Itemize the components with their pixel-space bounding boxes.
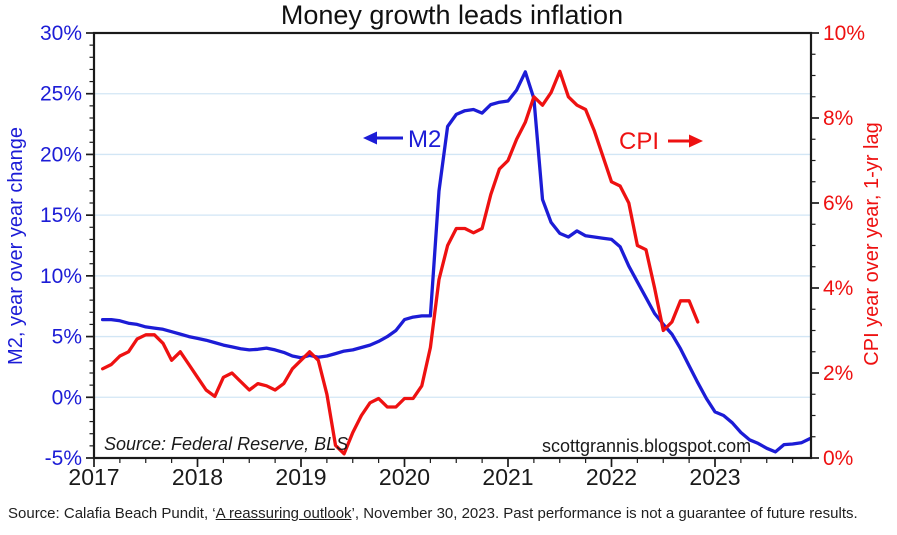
right-axis-title: CPI year over year, 1-yr lag [861,122,883,365]
cpi-line [100,69,700,456]
axis-tick-labels: 30% 25% 20% 15% 10% 5% 0% -5% 10% 8% 6% 4% 2% 0% 2017 2… [40,22,865,490]
left-tick-label-25%: 25% [40,83,82,106]
series-lines [100,69,812,456]
left-axis-title: M2, year over year change [5,127,27,365]
x-tick-label-2022: 2022 [586,464,637,490]
gridlines [94,93,811,398]
left-tick-label-30%: 30% [40,22,82,45]
right-tick-label-10%: 10% [823,22,865,45]
x-tick-label-2020: 2020 [379,464,430,490]
caption-prefix: Source: Calafia Beach Pundit, ‘ [8,505,216,522]
x-tick-label-2018: 2018 [172,464,223,490]
inplot-source-note: Source: Federal Reserve, BLS [104,434,348,454]
cpi-series-label: CPI [619,128,659,155]
axis-ticks [86,32,819,467]
left-tick-label-20%: 20% [40,143,82,166]
x-tick-label-2017: 2017 [68,464,119,490]
left-tick-label-5%: 5% [52,326,82,349]
left-tick-label-15%: 15% [40,204,82,227]
left-tick-label-10%: 10% [40,265,82,288]
caption-suffix: ’, November 30, 2023. Past performance i… [351,505,858,522]
m2-annotation: M2 [363,126,441,153]
cpi-arrow-right-icon [689,134,703,148]
chart-title: Money growth leads inflation [281,0,623,30]
cpi-annotation: CPI [619,128,703,155]
m2-line [100,70,812,454]
caption-link[interactable]: A reassuring outlook [215,505,352,522]
caption: Source: Calafia Beach Pundit, ‘A reassur… [8,505,888,522]
x-tick-label-2023: 2023 [689,464,740,490]
m2-arrow-left-icon [363,131,377,145]
right-tick-label-4%: 4% [823,277,853,300]
left-tick-label-0%: 0% [52,386,82,409]
x-tick-label-2021: 2021 [482,464,533,490]
money-growth-chart: 30% 25% 20% 15% 10% 5% 0% -5% 10% 8% 6% 4% 2% 0% 2017 2… [5,0,883,490]
right-tick-label-2%: 2% [823,362,853,385]
right-tick-label-6%: 6% [823,192,853,215]
left-tick-label--5%: -5% [45,447,82,470]
watermark-url: scottgrannis.blogspot.com [542,436,751,456]
right-tick-label-8%: 8% [823,107,853,130]
x-tick-label-2019: 2019 [275,464,326,490]
right-tick-label-0%: 0% [823,447,853,470]
m2-series-label: M2 [408,126,441,153]
